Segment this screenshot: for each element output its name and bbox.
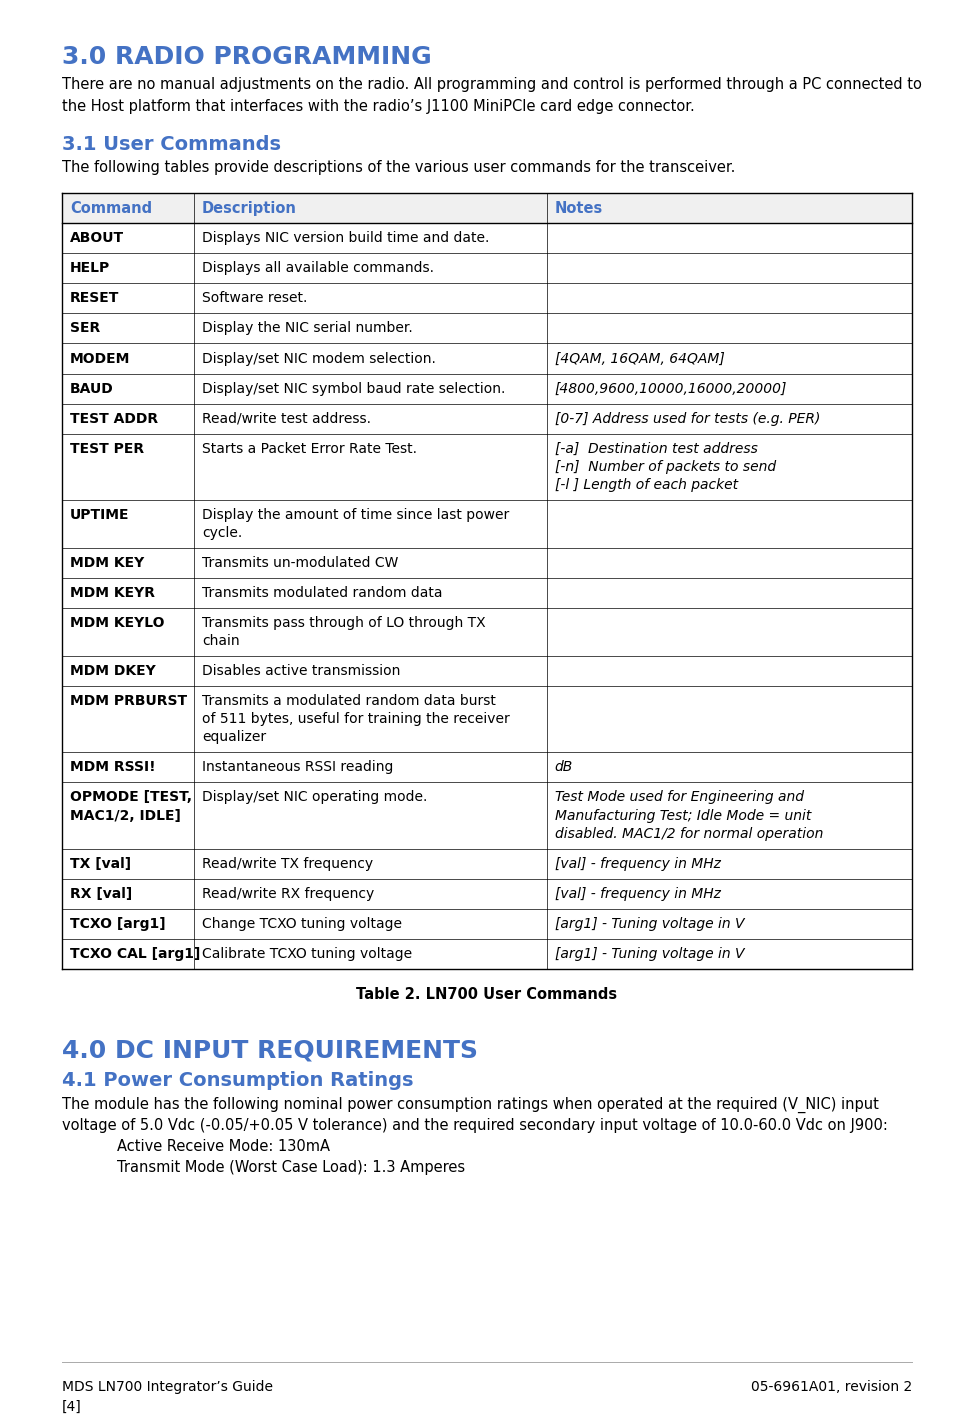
Text: RX [val]: RX [val] — [70, 887, 132, 901]
Text: Display/set NIC operating mode.: Display/set NIC operating mode. — [202, 791, 428, 805]
Bar — [62, 908, 912, 938]
Text: Table 2. LN700 User Commands: Table 2. LN700 User Commands — [356, 986, 618, 1002]
Bar — [62, 608, 912, 657]
Bar — [62, 344, 912, 374]
Text: Display the amount of time since last power: Display the amount of time since last po… — [202, 508, 509, 522]
Text: UPTIME: UPTIME — [70, 508, 130, 522]
Bar — [62, 374, 912, 403]
Text: 05-6961A01, revision 2: 05-6961A01, revision 2 — [751, 1380, 912, 1394]
Text: Active Receive Mode: 130mA: Active Receive Mode: 130mA — [117, 1139, 330, 1153]
Text: [0-7] Address used for tests (e.g. PER): [0-7] Address used for tests (e.g. PER) — [554, 412, 820, 426]
Text: Read/write RX frequency: Read/write RX frequency — [202, 887, 374, 901]
Text: Transmits un-modulated CW: Transmits un-modulated CW — [202, 556, 398, 570]
Bar — [62, 753, 912, 782]
Text: the Host platform that interfaces with the radio’s J1100 MiniPCIe card edge conn: the Host platform that interfaces with t… — [62, 99, 694, 113]
Text: MAC1/2, IDLE]: MAC1/2, IDLE] — [70, 808, 181, 822]
Text: voltage of 5.0 Vdc (-0.05/+0.05 V tolerance) and the required secondary input vo: voltage of 5.0 Vdc (-0.05/+0.05 V tolera… — [62, 1118, 888, 1132]
Text: OPMODE [TEST,: OPMODE [TEST, — [70, 791, 192, 805]
Text: The module has the following nominal power consumption ratings when operated at : The module has the following nominal pow… — [62, 1097, 879, 1112]
Text: TCXO CAL [arg1]: TCXO CAL [arg1] — [70, 947, 201, 961]
Text: Disables active transmission: Disables active transmission — [202, 664, 400, 678]
Text: MODEM: MODEM — [70, 351, 131, 365]
Text: The following tables provide descriptions of the various user commands for the t: The following tables provide description… — [62, 160, 735, 175]
Text: BAUD: BAUD — [70, 382, 114, 396]
Text: chain: chain — [202, 634, 240, 648]
Text: Command: Command — [70, 201, 152, 215]
Bar — [62, 686, 912, 753]
Text: MDM KEYR: MDM KEYR — [70, 586, 155, 600]
Text: MDM RSSI!: MDM RSSI! — [70, 760, 156, 774]
Text: TEST PER: TEST PER — [70, 441, 144, 456]
Text: [-n]  Number of packets to send: [-n] Number of packets to send — [554, 460, 775, 474]
Text: [arg1] - Tuning voltage in V: [arg1] - Tuning voltage in V — [554, 917, 744, 931]
Text: [val] - frequency in MHz: [val] - frequency in MHz — [554, 856, 721, 870]
Text: Instantaneous RSSI reading: Instantaneous RSSI reading — [202, 760, 393, 774]
Text: Read/write TX frequency: Read/write TX frequency — [202, 856, 373, 870]
Text: 3.0 RADIO PROGRAMMING: 3.0 RADIO PROGRAMMING — [62, 45, 431, 69]
Bar — [62, 657, 912, 686]
Text: [-l ] Length of each packet: [-l ] Length of each packet — [554, 478, 737, 492]
Text: [4QAM, 16QAM, 64QAM]: [4QAM, 16QAM, 64QAM] — [554, 351, 725, 365]
Text: RESET: RESET — [70, 291, 120, 306]
Text: HELP: HELP — [70, 262, 110, 276]
Text: ABOUT: ABOUT — [70, 231, 124, 245]
Text: [-a]  Destination test address: [-a] Destination test address — [554, 441, 758, 456]
Text: Read/write test address.: Read/write test address. — [202, 412, 371, 426]
Text: Description: Description — [202, 201, 297, 215]
Bar — [62, 577, 912, 608]
Bar — [62, 782, 912, 849]
Text: 3.1 User Commands: 3.1 User Commands — [62, 134, 281, 154]
Bar — [62, 194, 912, 224]
Bar — [62, 253, 912, 283]
Bar — [62, 224, 912, 253]
Bar — [62, 938, 912, 969]
Text: MDM PRBURST: MDM PRBURST — [70, 695, 187, 709]
Text: Manufacturing Test; Idle Mode = unit: Manufacturing Test; Idle Mode = unit — [554, 808, 811, 822]
Bar — [62, 314, 912, 344]
Text: TEST ADDR: TEST ADDR — [70, 412, 158, 426]
Text: 4.1 Power Consumption Ratings: 4.1 Power Consumption Ratings — [62, 1071, 414, 1090]
Bar — [62, 433, 912, 499]
Text: Transmits a modulated random data burst: Transmits a modulated random data burst — [202, 695, 496, 709]
Text: [val] - frequency in MHz: [val] - frequency in MHz — [554, 887, 721, 901]
Bar — [62, 548, 912, 577]
Text: MDM DKEY: MDM DKEY — [70, 664, 156, 678]
Text: dB: dB — [554, 760, 573, 774]
Text: equalizer: equalizer — [202, 730, 266, 744]
Text: Transmits modulated random data: Transmits modulated random data — [202, 586, 442, 600]
Text: [arg1] - Tuning voltage in V: [arg1] - Tuning voltage in V — [554, 947, 744, 961]
Text: Notes: Notes — [554, 201, 603, 215]
Text: Display/set NIC symbol baud rate selection.: Display/set NIC symbol baud rate selecti… — [202, 382, 506, 396]
Text: MDS LN700 Integrator’s Guide: MDS LN700 Integrator’s Guide — [62, 1380, 273, 1394]
Text: [4]: [4] — [62, 1399, 82, 1414]
Text: Transmit Mode (Worst Case Load): 1.3 Amperes: Transmit Mode (Worst Case Load): 1.3 Amp… — [117, 1160, 466, 1174]
Text: Starts a Packet Error Rate Test.: Starts a Packet Error Rate Test. — [202, 441, 417, 456]
Text: of 511 bytes, useful for training the receiver: of 511 bytes, useful for training the re… — [202, 712, 509, 726]
Text: Change TCXO tuning voltage: Change TCXO tuning voltage — [202, 917, 401, 931]
Text: There are no manual adjustments on the radio. All programming and control is per: There are no manual adjustments on the r… — [62, 78, 921, 92]
Text: TX [val]: TX [val] — [70, 856, 131, 870]
Text: Calibrate TCXO tuning voltage: Calibrate TCXO tuning voltage — [202, 947, 412, 961]
Text: Displays all available commands.: Displays all available commands. — [202, 262, 433, 276]
Bar — [62, 499, 912, 548]
Text: [4800,9600,10000,16000,20000]: [4800,9600,10000,16000,20000] — [554, 382, 787, 396]
Text: MDM KEY: MDM KEY — [70, 556, 144, 570]
Bar — [62, 879, 912, 908]
Text: Displays NIC version build time and date.: Displays NIC version build time and date… — [202, 231, 489, 245]
Bar — [62, 849, 912, 879]
Text: SER: SER — [70, 321, 100, 335]
Text: Display/set NIC modem selection.: Display/set NIC modem selection. — [202, 351, 435, 365]
Text: 4.0 DC INPUT REQUIREMENTS: 4.0 DC INPUT REQUIREMENTS — [62, 1039, 478, 1063]
Text: disabled. MAC1/2 for normal operation: disabled. MAC1/2 for normal operation — [554, 826, 823, 841]
Text: Software reset.: Software reset. — [202, 291, 307, 306]
Text: Test Mode used for Engineering and: Test Mode used for Engineering and — [554, 791, 804, 805]
Text: cycle.: cycle. — [202, 526, 242, 541]
Text: Transmits pass through of LO through TX: Transmits pass through of LO through TX — [202, 616, 485, 630]
Text: MDM KEYLO: MDM KEYLO — [70, 616, 165, 630]
Text: TCXO [arg1]: TCXO [arg1] — [70, 917, 166, 931]
Bar — [62, 403, 912, 433]
Text: Display the NIC serial number.: Display the NIC serial number. — [202, 321, 413, 335]
Bar — [62, 283, 912, 314]
